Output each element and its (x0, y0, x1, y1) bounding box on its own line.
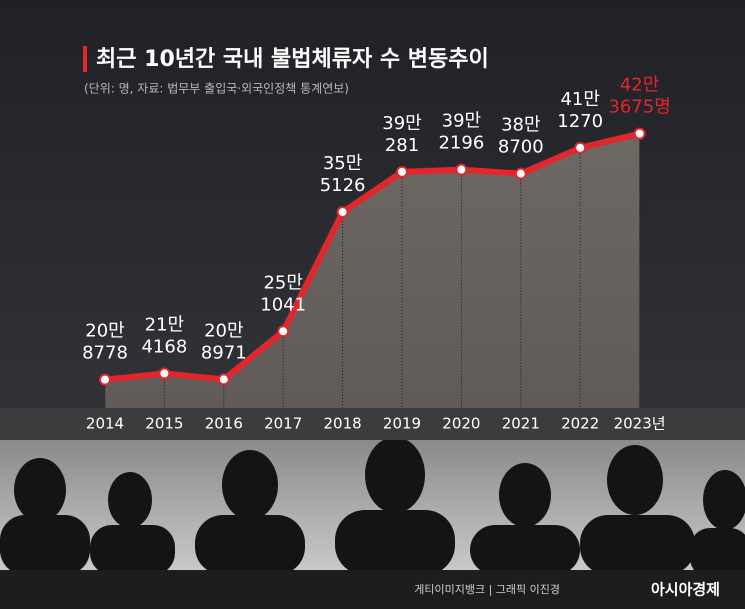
x-tick-label: 2017 (264, 415, 302, 433)
value-label: 20만 8778 (82, 321, 128, 364)
point (158, 367, 171, 380)
chart-subtitle: (단위: 명, 자료: 법무부 출입국·외국인정책 통계연보) (84, 81, 349, 96)
value-label: 20만 8971 (201, 320, 247, 363)
value-label: 21만 4168 (141, 314, 187, 357)
title-accent (83, 46, 87, 72)
point (277, 325, 290, 338)
area (105, 133, 640, 408)
point (99, 373, 111, 386)
value-label: 38만 8700 (498, 115, 544, 158)
x-tick-label: 2016 (205, 415, 243, 433)
x-tick-label: 2021 (502, 415, 540, 433)
x-tick-label: 2018 (324, 415, 362, 433)
x-tick-label: 2014 (86, 415, 124, 433)
point (396, 165, 408, 178)
point (455, 163, 468, 176)
line (104, 130, 641, 383)
point (633, 127, 646, 140)
point (336, 206, 349, 219)
value-label: 25만 1041 (260, 272, 306, 315)
point (574, 141, 587, 154)
point (217, 373, 230, 386)
footer (0, 570, 745, 609)
x-tick-label: 2022 (561, 415, 599, 433)
value-label: 39만 2196 (438, 111, 484, 154)
value-label: 35만 5126 (320, 153, 366, 196)
chart-title: 최근 10년간 국내 불법체류자 수 변동추이 (96, 47, 489, 72)
value-label: 41만 1270 (557, 89, 603, 132)
crowd-silhouettes (0, 437, 745, 578)
x-tick-label: 2023년 (614, 415, 666, 433)
value-label: 42만 3675명 (608, 75, 670, 118)
axis-band (0, 408, 745, 440)
value-label: 39만 281 (382, 113, 421, 156)
publisher: 아시아경제 (651, 581, 720, 599)
x-tick-label: 2015 (145, 415, 183, 433)
x-tick-label: 2019 (383, 415, 421, 433)
point (514, 167, 527, 180)
credits: 게티이미지뱅크 | 그래픽 이진경 (414, 583, 560, 596)
x-tick-label: 2020 (442, 415, 480, 433)
plot: 20만 8778 2014 21만 4168 2015 20만 8971 2016 25만 1041… (82, 75, 671, 433)
